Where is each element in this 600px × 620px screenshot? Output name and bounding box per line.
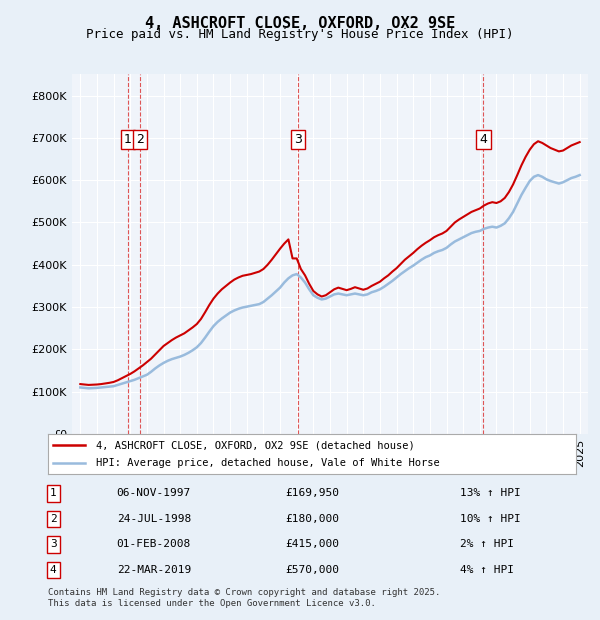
- Text: £180,000: £180,000: [285, 514, 339, 524]
- Text: 1: 1: [50, 489, 56, 498]
- Text: 2: 2: [136, 133, 143, 146]
- Text: 4% ↑ HPI: 4% ↑ HPI: [460, 565, 514, 575]
- Text: 22-MAR-2019: 22-MAR-2019: [116, 565, 191, 575]
- Text: 2: 2: [50, 514, 56, 524]
- Text: 2% ↑ HPI: 2% ↑ HPI: [460, 539, 514, 549]
- Text: 4: 4: [479, 133, 487, 146]
- Text: 06-NOV-1997: 06-NOV-1997: [116, 489, 191, 498]
- Text: 24-JUL-1998: 24-JUL-1998: [116, 514, 191, 524]
- Text: 01-FEB-2008: 01-FEB-2008: [116, 539, 191, 549]
- Text: £169,950: £169,950: [285, 489, 339, 498]
- Text: 4: 4: [50, 565, 56, 575]
- Text: 4, ASHCROFT CLOSE, OXFORD, OX2 9SE (detached house): 4, ASHCROFT CLOSE, OXFORD, OX2 9SE (deta…: [95, 440, 414, 450]
- Text: Price paid vs. HM Land Registry's House Price Index (HPI): Price paid vs. HM Land Registry's House …: [86, 28, 514, 41]
- Text: 4, ASHCROFT CLOSE, OXFORD, OX2 9SE: 4, ASHCROFT CLOSE, OXFORD, OX2 9SE: [145, 16, 455, 30]
- Text: £415,000: £415,000: [285, 539, 339, 549]
- Text: HPI: Average price, detached house, Vale of White Horse: HPI: Average price, detached house, Vale…: [95, 458, 439, 468]
- Text: 3: 3: [294, 133, 302, 146]
- Text: £570,000: £570,000: [285, 565, 339, 575]
- Text: 3: 3: [50, 539, 56, 549]
- Text: Contains HM Land Registry data © Crown copyright and database right 2025.
This d: Contains HM Land Registry data © Crown c…: [48, 588, 440, 608]
- Text: 13% ↑ HPI: 13% ↑ HPI: [460, 489, 521, 498]
- Text: 10% ↑ HPI: 10% ↑ HPI: [460, 514, 521, 524]
- Text: 1: 1: [124, 133, 131, 146]
